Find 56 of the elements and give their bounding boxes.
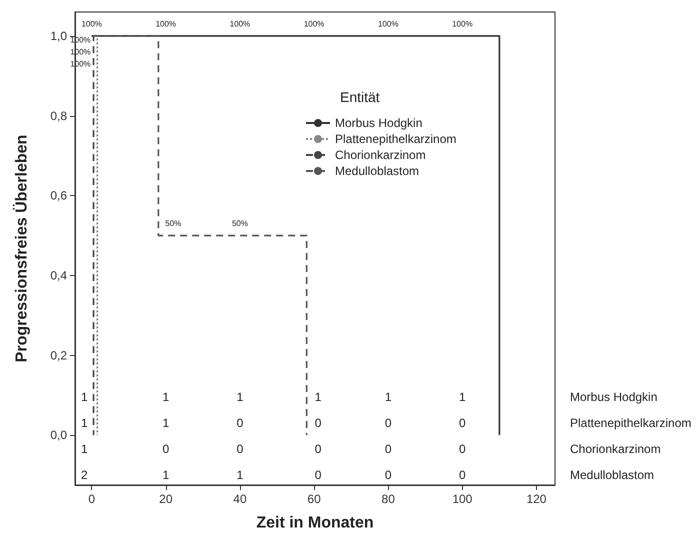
annotation: 0 xyxy=(384,416,392,430)
annotation: 1 xyxy=(80,442,88,456)
annotation: 0 xyxy=(236,416,244,430)
annotation: 1 xyxy=(314,390,322,404)
legend-title: Entität xyxy=(340,89,380,105)
x-tick-label: 100 xyxy=(452,492,473,506)
annotation: 0 xyxy=(458,442,466,456)
x-tick-label: 0 xyxy=(88,492,96,506)
annotation: 1 xyxy=(384,390,392,404)
annotation: 100% xyxy=(452,19,473,28)
text: Morbus Hodgkin xyxy=(570,390,658,404)
annotation: 0 xyxy=(236,442,244,456)
text: Plattenepithelkarzinom xyxy=(570,416,692,430)
annotation: 1 xyxy=(162,468,170,482)
annotation: 1 xyxy=(80,390,88,404)
x-tick-label: 40 xyxy=(233,492,247,506)
y-tick-label: 1,0 xyxy=(50,28,68,43)
annotation: 100% xyxy=(304,19,324,28)
text: Chorionkarzinom xyxy=(570,442,661,456)
annotation: 0 xyxy=(314,468,322,482)
annotation: 0 xyxy=(314,442,322,456)
y-tick-label: 0,2 xyxy=(50,348,68,362)
annotation: 1 xyxy=(458,390,466,404)
text: Medulloblastom xyxy=(570,468,654,482)
x-tick-label: 80 xyxy=(382,492,396,506)
annotation: 50% xyxy=(165,219,182,228)
legend-label: Medulloblastom xyxy=(335,164,420,178)
annotation: 100% xyxy=(156,19,176,28)
x-tick-label: 60 xyxy=(307,492,322,506)
annotation: 1 xyxy=(236,468,244,482)
annotation: 1 xyxy=(162,390,170,404)
annotation: 0 xyxy=(384,442,392,456)
x-axis-title: Zeit in Monaten xyxy=(256,514,374,532)
annotation: 2 xyxy=(80,468,88,482)
annotation: 0 xyxy=(384,468,392,482)
x-tick-label: 120 xyxy=(526,492,547,506)
annotation: 0 xyxy=(458,468,466,482)
annotation: 0 xyxy=(162,442,170,456)
legend-label: Morbus Hodgkin xyxy=(335,116,422,130)
annotation: 0 xyxy=(458,416,466,430)
annotation: 100% xyxy=(378,19,398,28)
y-tick-label: 0,8 xyxy=(50,108,68,123)
annotation: 1 xyxy=(80,416,88,430)
annotation: 100% xyxy=(81,19,102,28)
y-tick-label: 0,0 xyxy=(50,428,68,442)
y-tick-label: 0,6 xyxy=(50,188,68,203)
annotation: 50% xyxy=(232,219,248,228)
legend-label: Chorionkarzinom xyxy=(335,148,426,162)
annotation: 1 xyxy=(236,390,244,404)
annotation: 0 xyxy=(314,416,322,430)
annotation: 1 xyxy=(162,416,170,430)
y-tick-label: 0,4 xyxy=(50,268,68,282)
y-axis-title: Progressionsfreies Überleben xyxy=(12,134,30,362)
annotation: 100% xyxy=(230,19,250,28)
legend-label: Plattenepithelkarzinom xyxy=(335,132,456,146)
x-tick-label: 20 xyxy=(159,492,173,506)
